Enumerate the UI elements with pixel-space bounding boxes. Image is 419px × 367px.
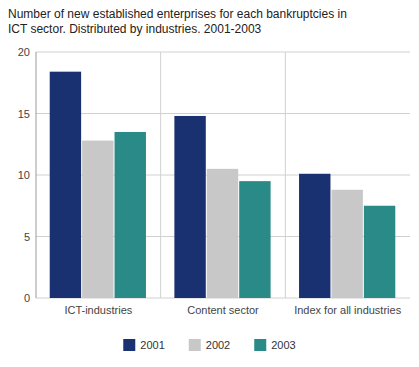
bar xyxy=(50,72,81,298)
bar xyxy=(115,132,146,298)
y-tick-label: 10 xyxy=(18,169,30,181)
legend-label: 2003 xyxy=(271,339,295,351)
y-tick-label: 5 xyxy=(24,231,30,243)
legend-swatch xyxy=(254,339,266,351)
bar xyxy=(331,190,362,298)
legend: 2001 2002 2003 xyxy=(123,339,295,351)
bar xyxy=(299,174,330,298)
x-tick-label: ICT-industries xyxy=(64,304,132,316)
legend-item: 2001 xyxy=(123,339,164,351)
legend-label: 2002 xyxy=(206,339,230,351)
bar xyxy=(239,181,270,298)
legend-item: 2003 xyxy=(254,339,295,351)
y-tick-label: 15 xyxy=(18,108,30,120)
group-divider xyxy=(160,52,161,298)
grid-line xyxy=(36,52,410,53)
chart: Number of new established enterprises fo… xyxy=(0,0,419,367)
bar xyxy=(207,169,238,298)
grid-line xyxy=(36,113,410,114)
bars xyxy=(50,72,396,298)
y-axis xyxy=(36,52,37,298)
group-divider xyxy=(285,52,286,298)
bar xyxy=(174,116,205,298)
legend-item: 2002 xyxy=(189,339,230,351)
title-line: Number of new established enterprises fo… xyxy=(8,7,347,21)
bar xyxy=(82,141,113,298)
y-tick-label: 0 xyxy=(24,292,30,304)
title: Number of new established enterprises fo… xyxy=(8,7,347,36)
bar xyxy=(364,206,395,298)
title-line: ICT sector. Distributed by industries. 2… xyxy=(8,22,262,36)
grid xyxy=(36,52,410,298)
x-tick-label: Content sector xyxy=(187,304,259,316)
legend-label: 2001 xyxy=(140,339,164,351)
x-tick-label: Index for all industries xyxy=(294,304,401,316)
y-tick-label: 20 xyxy=(18,46,30,58)
legend-swatch xyxy=(123,339,135,351)
legend-swatch xyxy=(189,339,201,351)
